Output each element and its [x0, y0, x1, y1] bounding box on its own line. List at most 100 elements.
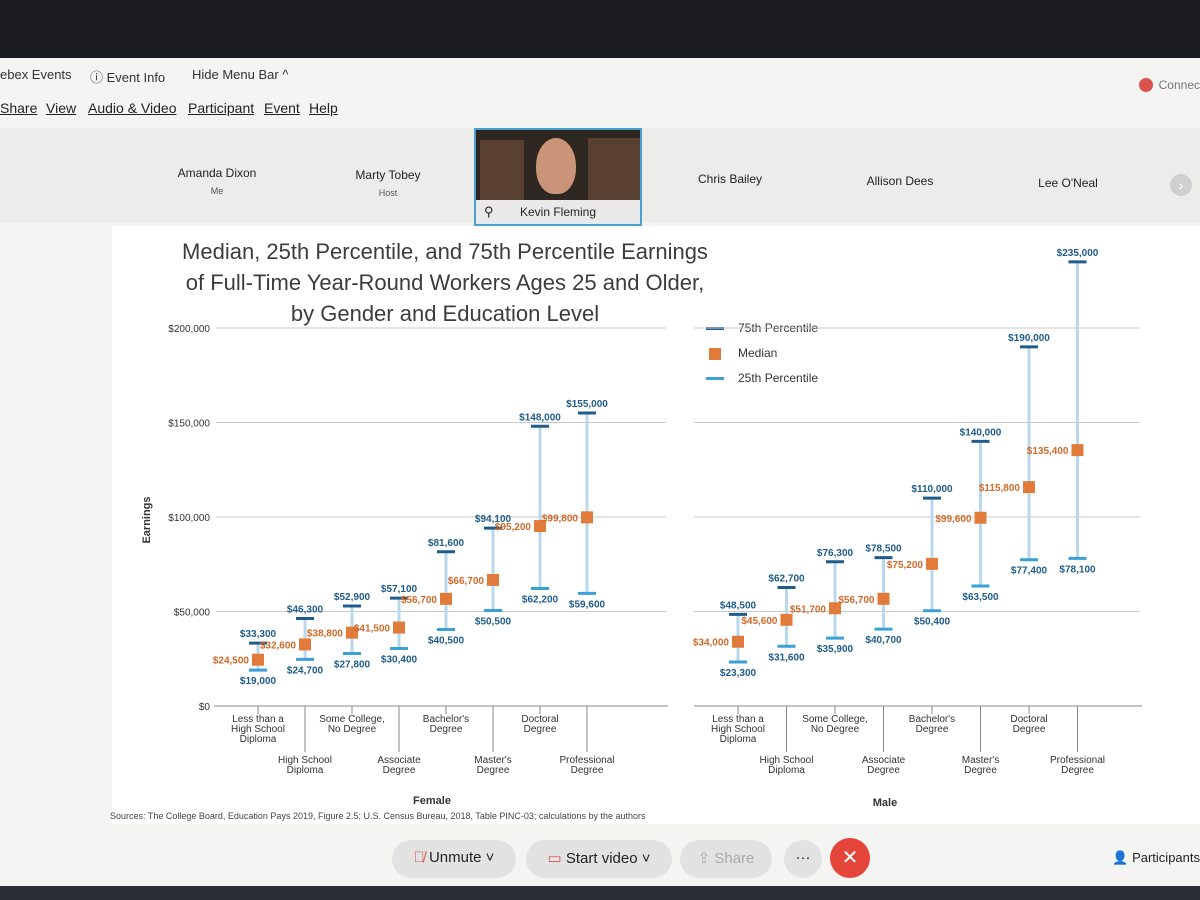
y-tick-label: $150,000 [168, 419, 210, 430]
median-value-label: $99,600 [935, 514, 972, 525]
median-value-label: $24,500 [213, 656, 250, 667]
scroll-right-icon[interactable]: › [1170, 174, 1192, 196]
p75-value-label: $81,600 [428, 538, 465, 549]
bookshelf [588, 138, 640, 200]
unmute-button[interactable]: 🎙̸ Unmute ˅ [392, 840, 516, 878]
menu-share[interactable]: Share [0, 100, 38, 116]
category-label: Some College, [802, 714, 868, 725]
start-video-button[interactable]: ▭ Start video ˅ [526, 840, 672, 878]
median-marker [299, 638, 311, 651]
p75-value-label: $57,100 [381, 584, 418, 595]
median-value-label: $56,700 [838, 595, 875, 606]
p25-value-label: $59,600 [569, 599, 606, 610]
slide-title: Median, 25th Percentile, and 75th Percen… [150, 236, 740, 329]
legend-median-swatch [709, 347, 721, 360]
category-label: Professional [1050, 755, 1105, 766]
shared-slide [112, 226, 1200, 824]
median-marker [926, 557, 938, 570]
events-menu[interactable]: ebex Events [0, 67, 72, 82]
connection-indicator[interactable]: Connec [1138, 78, 1200, 92]
p25-value-label: $27,800 [334, 659, 371, 670]
category-label: Degree [1061, 765, 1094, 776]
p25-value-label: $78,100 [1059, 564, 1096, 575]
category-label: Degree [571, 765, 604, 776]
mic-muted-icon: 🎙̸ [413, 849, 429, 866]
participant-tile[interactable]: Marty Tobey Host [318, 168, 458, 198]
mic-icon: ⚲ [484, 204, 494, 219]
median-value-label: $135,400 [1027, 446, 1069, 457]
category-label: Degree [1013, 724, 1046, 735]
median-value-label: $51,700 [790, 604, 827, 615]
median-marker [581, 511, 593, 524]
legend-p75-swatch [706, 327, 724, 331]
median-value-label: $66,700 [448, 576, 485, 587]
category-label: High School [231, 724, 285, 735]
participants-button[interactable]: 👤 Participants [1112, 850, 1200, 866]
person-icon: 👤 [1112, 850, 1133, 865]
category-label: Degree [477, 765, 510, 776]
p25-value-label: $19,000 [240, 676, 277, 687]
panel-label: Female [413, 795, 451, 807]
menu-bar: Share View Audio & Video Participant Eve… [0, 96, 1200, 120]
category-label: Associate [862, 755, 906, 766]
menu-help[interactable]: Help [309, 100, 338, 116]
category-label: Professional [559, 755, 614, 766]
median-marker [252, 653, 264, 666]
median-value-label: $38,800 [307, 629, 344, 640]
participant-tile[interactable]: Amanda Dixon Me [147, 166, 287, 196]
p25-value-label: $40,700 [865, 635, 902, 646]
start-video-label: Start video [565, 850, 638, 867]
p25-value-label: $30,400 [381, 655, 418, 666]
share-icon: ⇪ [697, 850, 715, 867]
taskbar [0, 886, 1200, 900]
more-options-button[interactable]: ··· [784, 840, 822, 878]
median-value-label: $99,800 [542, 513, 579, 524]
participant-role: Me [210, 186, 224, 196]
participant-role: Host [378, 188, 398, 198]
event-info-button[interactable]: ⓘ Event Info [90, 67, 165, 86]
active-speaker-video[interactable]: ⚲ Kevin Fleming [474, 128, 642, 226]
legend-label: Median [738, 346, 778, 360]
category-label: High School [278, 755, 332, 766]
participant-name: Amanda Dixon [177, 166, 257, 180]
p25-value-label: $63,500 [962, 592, 999, 603]
menu-view[interactable]: View [46, 100, 77, 116]
category-label: No Degree [811, 724, 860, 735]
median-marker [440, 592, 452, 605]
share-button[interactable]: ⇪ Share [680, 840, 772, 878]
category-label: Degree [524, 724, 557, 735]
median-value-label: $41,500 [354, 624, 391, 635]
category-label: Bachelor's [423, 714, 469, 725]
participants-label: Participants [1132, 850, 1200, 865]
menu-audio-video[interactable]: Audio & Video [88, 100, 177, 116]
participant-tile[interactable]: Chris Bailey [660, 172, 800, 186]
p75-value-label: $46,300 [287, 604, 324, 615]
category-label: Doctoral [1010, 714, 1047, 725]
category-label: Less than a [232, 714, 284, 725]
participant-tile[interactable]: Lee O'Neal [998, 176, 1138, 190]
category-label: Degree [867, 765, 900, 776]
connection-label: Connec [1158, 78, 1200, 92]
hide-menu-bar-button[interactable]: Hide Menu Bar ^ [192, 67, 289, 82]
median-value-label: $32,600 [260, 640, 297, 651]
p75-value-label: $62,700 [768, 573, 805, 584]
p75-value-label: $33,300 [240, 629, 277, 640]
unmute-label: Unmute [428, 849, 482, 866]
category-label: Diploma [287, 765, 324, 776]
legend-label: 25th Percentile [738, 371, 819, 385]
p75-value-label: $48,500 [720, 600, 757, 611]
menu-event[interactable]: Event [264, 100, 300, 116]
median-marker [487, 573, 499, 586]
y-tick-label: $0 [199, 702, 211, 713]
median-marker [393, 621, 405, 634]
share-label: Share [714, 850, 755, 867]
category-label: Diploma [240, 734, 277, 745]
leave-meeting-button[interactable]: ✕ [830, 838, 870, 878]
median-marker [346, 626, 358, 639]
top-bar: ebex Events ⓘ Event Info Hide Menu Bar ^ [0, 62, 1200, 88]
p75-value-label: $235,000 [1057, 248, 1099, 259]
p75-value-label: $78,500 [865, 544, 902, 555]
participant-tile[interactable]: Allison Dees [830, 174, 970, 188]
menu-participant[interactable]: Participant [188, 100, 255, 116]
